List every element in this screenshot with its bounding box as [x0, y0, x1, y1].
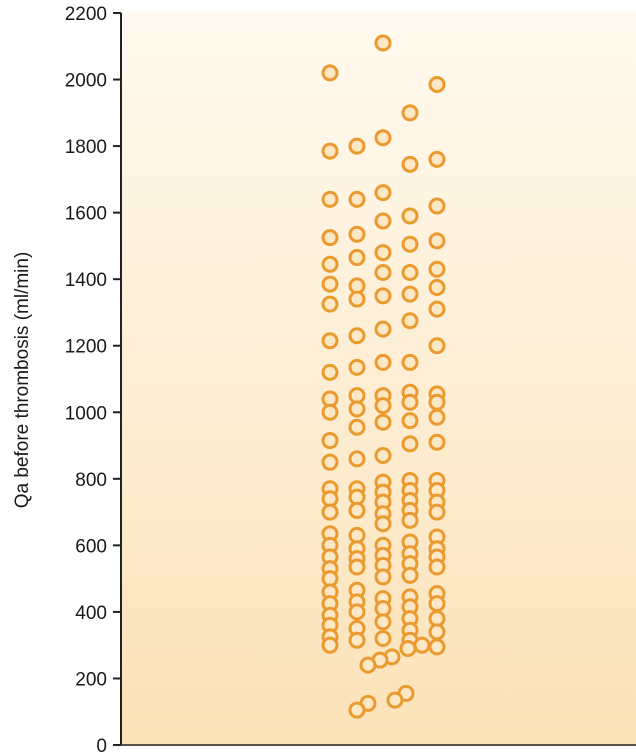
data-point [321, 403, 339, 421]
data-point [401, 435, 419, 453]
data-points [321, 34, 446, 719]
data-point [428, 638, 446, 656]
data-point [374, 244, 392, 262]
data-point [374, 515, 392, 533]
data-point [321, 229, 339, 247]
y-tick-label: 1400 [65, 270, 107, 291]
data-point [374, 568, 392, 586]
data-point [374, 212, 392, 230]
data-point [401, 104, 419, 122]
data-point [401, 264, 419, 282]
data-point [348, 358, 366, 376]
data-point [374, 413, 392, 431]
data-point [321, 64, 339, 82]
data-point [374, 613, 392, 631]
data-point [359, 656, 377, 674]
data-point [348, 701, 366, 719]
data-point [321, 190, 339, 208]
data-point [348, 249, 366, 267]
data-point [401, 207, 419, 225]
data-point [386, 691, 404, 709]
y-axis: 0 200 400 600 800 1000 1200 1400 1600 1800 2000 220… [65, 4, 636, 755]
data-point [348, 631, 366, 649]
data-point [321, 503, 339, 521]
data-point [348, 603, 366, 621]
data-point [374, 184, 392, 202]
y-tick-label: 800 [75, 470, 107, 491]
data-point [401, 511, 419, 529]
data-point [428, 558, 446, 576]
data-point [428, 279, 446, 296]
data-point [321, 363, 339, 381]
data-point [321, 275, 339, 293]
data-point [428, 337, 446, 355]
data-point [428, 433, 446, 451]
data-point [401, 353, 419, 371]
data-point [321, 255, 339, 273]
data-point [401, 285, 419, 303]
y-tick-label: 1000 [65, 403, 107, 424]
data-point [401, 412, 419, 430]
data-point [348, 225, 366, 243]
data-point [321, 142, 339, 160]
y-axis-title: Qa before thrombosis (ml/min) [12, 252, 33, 509]
data-point [321, 453, 339, 471]
y-tick-label: 1600 [65, 204, 107, 225]
y-tick-label: 2000 [65, 71, 107, 92]
data-point [413, 636, 431, 654]
data-point [428, 150, 446, 168]
data-point [428, 393, 446, 411]
data-point [348, 327, 366, 345]
data-point [348, 400, 366, 418]
data-point [348, 450, 366, 468]
y-tick-label: 0 [96, 736, 107, 755]
data-point [348, 137, 366, 155]
data-point [374, 320, 392, 338]
data-point [428, 595, 446, 613]
data-point [321, 332, 339, 350]
data-point [321, 432, 339, 450]
data-point [374, 630, 392, 648]
data-point [374, 353, 392, 371]
data-point [348, 558, 366, 576]
data-point [348, 418, 366, 436]
data-point [401, 155, 419, 173]
data-point [401, 235, 419, 253]
data-point [374, 397, 392, 415]
data-point [428, 408, 446, 426]
data-point [348, 501, 366, 519]
data-point [428, 232, 446, 250]
data-point [399, 640, 417, 658]
y-tick-label: 400 [75, 603, 107, 624]
data-point [374, 264, 392, 282]
data-point [321, 295, 339, 313]
y-tick-label: 1200 [65, 337, 107, 358]
y-tick-label: 600 [75, 536, 107, 557]
data-point [374, 447, 392, 465]
data-point [401, 312, 419, 330]
data-point [401, 393, 419, 411]
data-point [428, 76, 446, 94]
data-point [428, 300, 446, 318]
data-point [401, 566, 419, 584]
data-point [428, 197, 446, 215]
data-point [428, 623, 446, 641]
data-point [348, 190, 366, 208]
data-point [374, 287, 392, 305]
data-point [374, 129, 392, 147]
y-tick-label: 1800 [65, 137, 107, 158]
data-point [428, 503, 446, 521]
y-tick-label: 200 [75, 669, 107, 690]
data-point [348, 290, 366, 308]
data-point [428, 260, 446, 278]
data-point [321, 636, 339, 654]
data-point [374, 34, 392, 52]
y-tick-label: 2200 [65, 4, 107, 25]
